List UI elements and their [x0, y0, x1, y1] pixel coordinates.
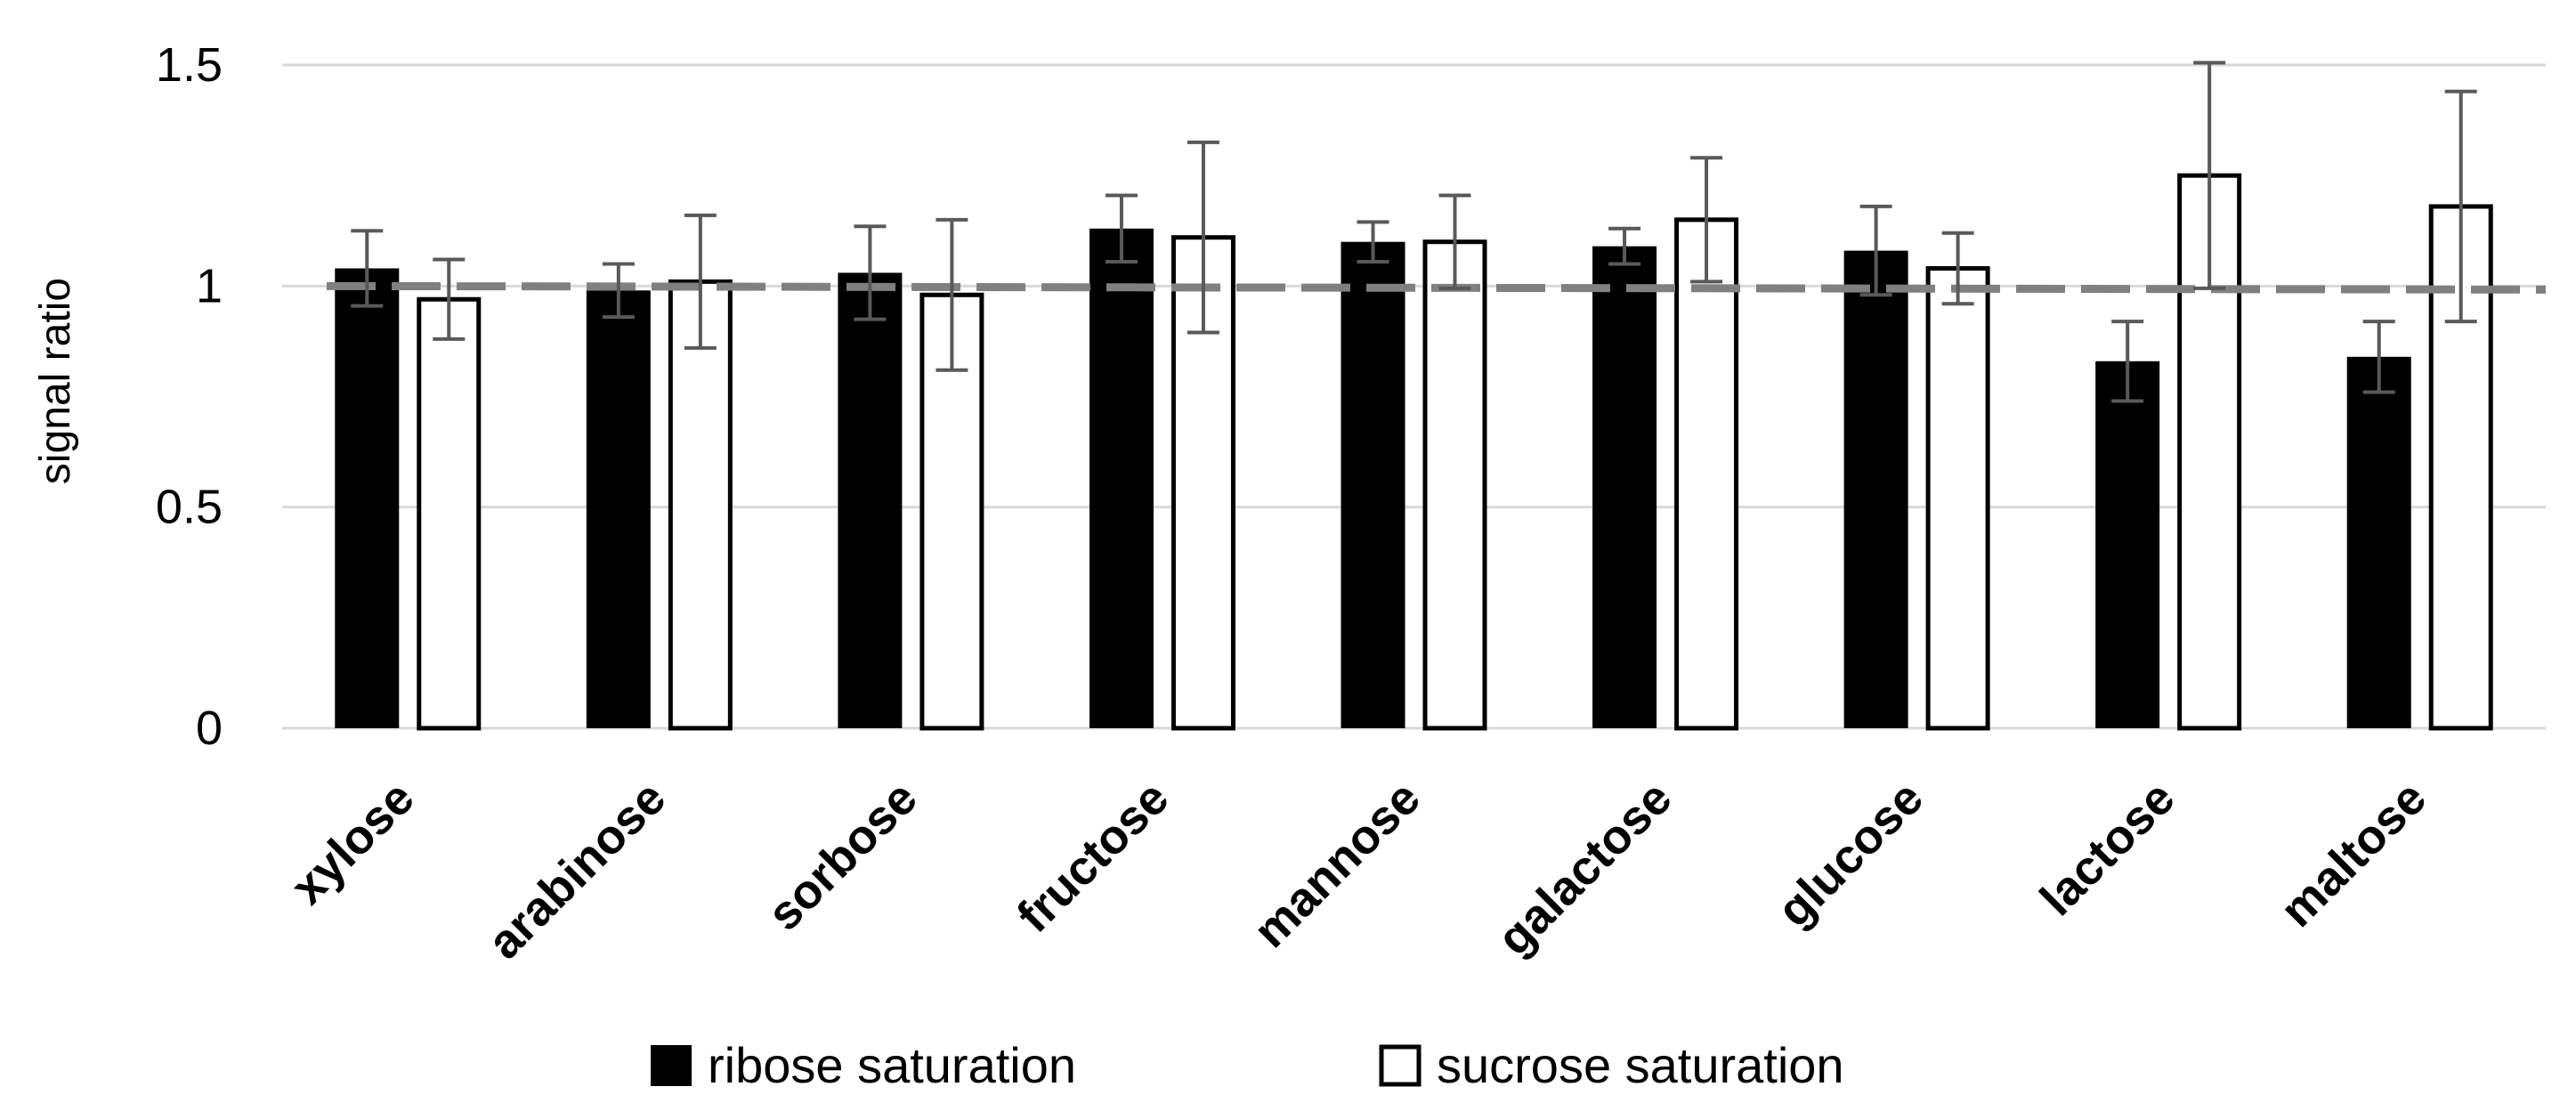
bar-ribose-maltose: [2346, 356, 2411, 728]
x-tick-label-fructose: fructose: [1007, 771, 1179, 943]
y-tick-label-1: 0.5: [156, 481, 223, 534]
error-bar-ribose-sorbose: [854, 224, 887, 321]
error-bar-sucrose-xylose: [433, 257, 466, 341]
reference-line: [326, 281, 2547, 294]
y-axis-title: signal ratio: [32, 278, 79, 484]
bar-sucrose-mannose: [1422, 239, 1487, 731]
error-bar-sucrose-lactose: [2193, 61, 2226, 290]
y-axis-tick-labels: 0 0.5 1 1.5: [156, 38, 223, 755]
y-tick-label-2: 1: [196, 259, 223, 312]
x-tick-label-sorbose: sorbose: [757, 771, 928, 941]
error-bar-sucrose-maltose: [2444, 89, 2477, 324]
x-tick-label-xylose: xylose: [280, 771, 424, 914]
y-tick-label-0: 0: [196, 701, 223, 755]
error-bar-ribose-maltose: [2362, 320, 2395, 394]
bar-ribose-xylose: [335, 268, 400, 728]
bar-ribose-sorbose: [838, 272, 903, 728]
bar-sucrose-xylose: [417, 296, 482, 731]
legend-item-sucrose: sucrose saturation: [1379, 1037, 1844, 1093]
x-tick-label-arabinose: arabinose: [478, 771, 676, 969]
bar-ribose-galactose: [1592, 246, 1657, 729]
bar-sucrose-galactose: [1674, 217, 1739, 731]
error-bar-ribose-fructose: [1105, 193, 1138, 264]
legend-swatch-ribose: [651, 1045, 692, 1086]
error-bar-ribose-lactose: [2111, 320, 2144, 403]
legend: ribose saturation sucrose saturation: [651, 1037, 1844, 1093]
error-bar-sucrose-fructose: [1187, 140, 1219, 335]
bar-ribose-lactose: [2095, 361, 2160, 728]
x-tick-label-mannose: mannose: [1243, 771, 1430, 958]
error-bar-ribose-galactose: [1608, 226, 1641, 266]
legend-label-ribose: ribose saturation: [708, 1037, 1076, 1093]
x-tick-label-maltose: maltose: [2270, 771, 2436, 937]
error-bar-sucrose-glucose: [1941, 231, 1974, 306]
error-bar-ribose-arabinose: [602, 262, 635, 320]
bars: [335, 173, 2493, 731]
bar-sucrose-arabinose: [668, 279, 733, 731]
x-tick-label-glucose: glucose: [1767, 771, 1933, 937]
bar-ribose-fructose: [1089, 228, 1154, 728]
error-bar-ribose-xylose: [351, 229, 384, 308]
legend-item-ribose: ribose saturation: [651, 1037, 1076, 1093]
reference-line-1: [326, 281, 2547, 294]
legend-label-sucrose: sucrose saturation: [1437, 1037, 1844, 1093]
x-tick-label-galactose: galactose: [1487, 771, 1682, 966]
bar-ribose-glucose: [1843, 250, 1908, 729]
bar-sucrose-glucose: [1925, 265, 1990, 731]
error-bar-ribose-glucose: [1859, 204, 1892, 297]
error-bar-sucrose-mannose: [1438, 193, 1471, 290]
bar-ribose-mannose: [1341, 241, 1405, 729]
y-tick-label-3: 1.5: [156, 38, 223, 92]
x-axis-category-labels: xylose arabinose sorbose fructose mannose gal…: [280, 771, 2436, 969]
legend-swatch-sucrose: [1379, 1044, 1422, 1087]
error-bar-sucrose-sorbose: [936, 217, 968, 372]
error-bar-sucrose-galactose: [1690, 156, 1723, 284]
x-tick-label-lactose: lactose: [2030, 771, 2185, 926]
bar-ribose-arabinose: [586, 290, 651, 728]
error-bar-ribose-mannose: [1357, 220, 1389, 264]
error-bar-sucrose-arabinose: [684, 213, 717, 350]
error-bars: [351, 61, 2477, 403]
